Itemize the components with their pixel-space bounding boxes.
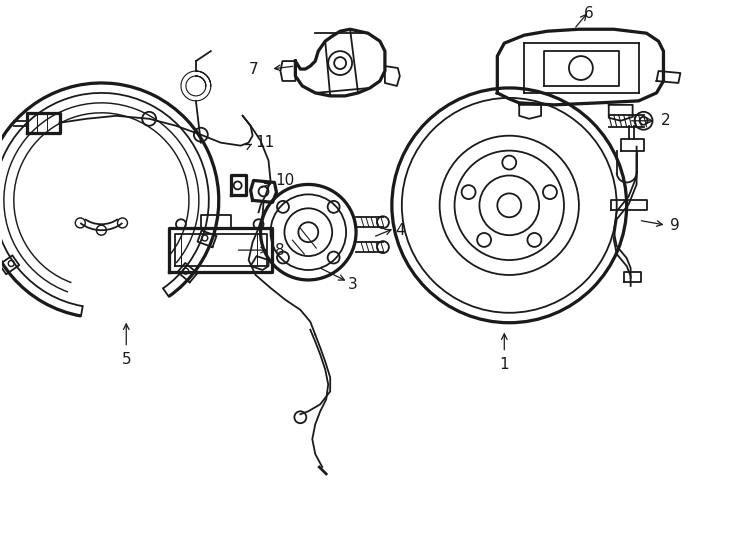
- Text: 1: 1: [499, 356, 509, 372]
- Text: 8: 8: [275, 242, 285, 258]
- Text: 11: 11: [255, 135, 275, 150]
- Text: 7: 7: [249, 62, 258, 77]
- Text: 10: 10: [275, 173, 295, 188]
- Text: 3: 3: [348, 278, 358, 293]
- Text: 4: 4: [395, 222, 404, 238]
- Text: 9: 9: [670, 218, 680, 233]
- Text: 2: 2: [661, 113, 670, 129]
- Text: 5: 5: [121, 352, 131, 367]
- Text: 6: 6: [584, 6, 594, 22]
